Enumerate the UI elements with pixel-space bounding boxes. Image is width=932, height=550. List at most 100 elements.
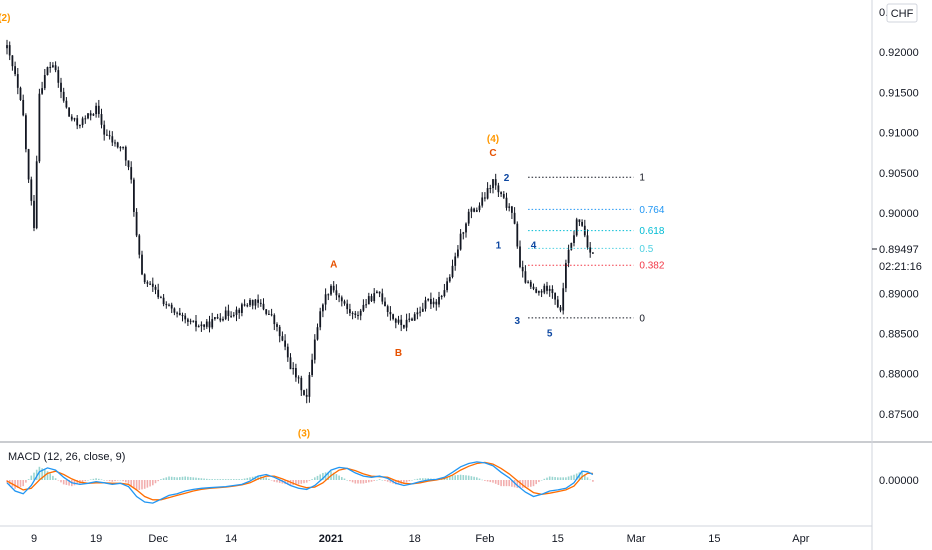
candle — [346, 299, 349, 314]
candle-body — [208, 321, 211, 328]
candle — [378, 291, 381, 298]
candle-body — [500, 192, 502, 195]
fib-level: 0.618 — [528, 226, 665, 237]
candle-body — [235, 309, 238, 315]
candle-body — [529, 281, 532, 287]
candle-body — [297, 377, 300, 379]
time-axis[interactable]: 9 19 Dec 14 2021 18 Feb 15 Mar 15 Apr — [31, 533, 810, 545]
macd-histogram-bar — [249, 477, 251, 480]
macd-histogram-bar — [373, 480, 375, 481]
candle-body — [324, 294, 327, 305]
candle-body — [278, 326, 281, 337]
candle-body — [300, 377, 303, 391]
macd-histogram-bar — [368, 480, 370, 483]
candle — [349, 303, 351, 317]
candle-body — [432, 301, 435, 305]
macd-histogram-bar — [68, 480, 70, 486]
macd-pane[interactable]: MACD (12, 26, close, 9) — [6, 451, 594, 504]
candle-body — [54, 65, 57, 71]
macd-histogram-bar — [214, 479, 216, 480]
candle-body — [543, 285, 546, 293]
candle — [103, 120, 106, 141]
time-tick-label: 15 — [708, 533, 720, 545]
macd-histogram-bar — [62, 480, 65, 485]
candle — [11, 55, 14, 71]
candle-body — [62, 91, 65, 101]
candle — [181, 312, 184, 322]
macd-histogram-bar — [405, 480, 408, 483]
macd-histogram-bar — [216, 479, 219, 480]
macd-histogram-bar — [200, 478, 203, 480]
candle — [76, 114, 79, 130]
candle-body — [359, 310, 362, 316]
candle — [305, 388, 308, 404]
candle-body — [173, 308, 176, 313]
candle — [170, 302, 173, 314]
candle — [95, 102, 97, 118]
candle — [214, 316, 216, 321]
candle — [238, 307, 241, 319]
macd-histogram-bar — [535, 480, 537, 485]
candle-body — [16, 74, 19, 88]
candle — [443, 283, 446, 298]
candle-body — [419, 311, 421, 313]
candle-body — [189, 320, 192, 322]
candle-body — [33, 200, 35, 229]
candle — [340, 295, 343, 307]
symbol-badge[interactable]: CHF — [886, 3, 918, 23]
macd-histogram-bar — [141, 480, 143, 490]
candle — [322, 303, 324, 318]
macd-histogram-bar — [25, 480, 27, 483]
macd-histogram-bar — [238, 479, 240, 480]
candle-body — [516, 223, 519, 247]
candle-body — [373, 293, 376, 302]
fib-level-label: 0.764 — [639, 205, 664, 216]
candle-body — [335, 290, 338, 296]
candle — [373, 288, 376, 304]
candle-body — [319, 311, 322, 328]
candle — [440, 294, 443, 300]
macd-histogram-bar — [84, 480, 87, 482]
candle — [270, 308, 273, 317]
candle — [25, 113, 27, 153]
candle-body — [556, 299, 559, 308]
fibonacci-retracement[interactable]: 1 0.764 0.618 0.5 0.382 0 — [528, 173, 665, 325]
candle — [70, 114, 73, 122]
macd-histogram-bar — [89, 479, 92, 480]
candle — [243, 299, 246, 307]
candle — [546, 281, 548, 295]
candle-body — [151, 283, 154, 287]
macd-histogram-bar — [511, 480, 513, 487]
candle — [235, 306, 238, 322]
candle-body — [535, 288, 538, 293]
candle — [527, 280, 529, 284]
price-axis[interactable]: 0.9 0.920000.915000.910000.905000.900000… — [871, 0, 922, 550]
candle-body — [257, 299, 259, 303]
candle — [384, 297, 386, 307]
candle — [197, 324, 200, 328]
macd-histogram-bar — [17, 480, 19, 488]
candle-body — [446, 281, 448, 291]
candle-body — [378, 291, 381, 294]
candle-body — [508, 206, 511, 208]
candle-body — [119, 147, 122, 149]
macd-histogram-bar — [127, 480, 130, 484]
candle — [492, 179, 494, 194]
candle-body — [481, 197, 484, 206]
candle — [581, 219, 583, 227]
candle — [589, 242, 592, 258]
candle-body — [57, 70, 60, 83]
macd-legend[interactable]: MACD (12, 26, close, 9) — [8, 451, 125, 463]
candle — [273, 313, 276, 331]
candle-body — [559, 307, 562, 311]
macd-histogram-bar — [567, 476, 570, 480]
candle-body — [313, 339, 316, 360]
candle — [8, 41, 11, 61]
main-price-pane[interactable]: 1 0.764 0.618 0.5 0.382 0 (2) (3) (4) A B C 1 2 3 4 5 — [0, 13, 665, 439]
macd-histogram-bar — [481, 479, 483, 481]
candle — [489, 184, 492, 194]
candle-body — [157, 289, 160, 298]
symbol-badge-box[interactable] — [886, 3, 918, 23]
